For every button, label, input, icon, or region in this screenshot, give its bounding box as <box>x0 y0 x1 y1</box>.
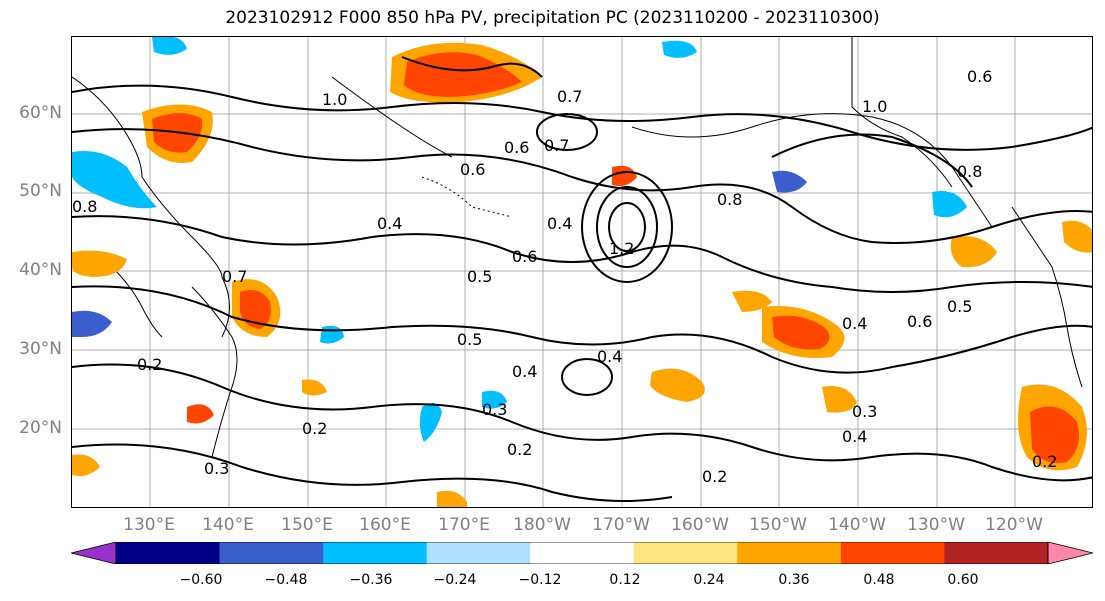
contour-labels: 1.0 0.7 0.6 0.7 0.6 0.4 0.6 1.2 0.8 0.5 … <box>72 67 1057 486</box>
plot-title: 2023102912 F000 850 hPa PV, precipitatio… <box>225 8 880 28</box>
contour-label: 0.4 <box>377 214 402 233</box>
contour-label: 0.3 <box>204 459 229 478</box>
contour-label: 1.0 <box>322 90 347 109</box>
graticule <box>72 37 1092 507</box>
lon-label-130e: 130°E <box>123 515 175 535</box>
lon-label-120w: 120°W <box>985 515 1043 535</box>
colorbar-tick: 0.36 <box>778 572 810 588</box>
colorbar-tick: 0.12 <box>609 572 641 588</box>
contour-label: 0.7 <box>222 267 247 286</box>
map-canvas: 1.0 0.7 0.6 0.7 0.6 0.4 0.6 1.2 0.8 0.5 … <box>72 37 1092 507</box>
contour-label: 0.6 <box>907 312 932 331</box>
contour-label: 0.6 <box>460 160 485 179</box>
colorbar-cell <box>323 542 428 564</box>
lon-label-170w: 170°W <box>592 515 650 535</box>
lon-label-130w: 130°W <box>907 515 965 535</box>
contour-label: 0.2 <box>137 355 162 374</box>
colorbar-cell <box>426 542 531 564</box>
map-panel: 1.0 0.7 0.6 0.7 0.6 0.4 0.6 1.2 0.8 0.5 … <box>71 36 1093 508</box>
colorbar-cell <box>944 542 1049 564</box>
contour-label: 0.2 <box>507 440 532 459</box>
contour-label: 0.4 <box>842 314 867 333</box>
contour-label: 0.7 <box>544 136 569 155</box>
contour-label: 0.4 <box>597 347 622 366</box>
contour-label: 0.8 <box>957 162 982 181</box>
contour-label: 0.4 <box>842 427 867 446</box>
colorbar-tick: 0.48 <box>863 572 895 588</box>
contour-label: 0.5 <box>467 267 492 286</box>
lon-label-140e: 140°E <box>202 515 254 535</box>
lon-label-150w: 150°W <box>749 515 807 535</box>
lon-label-160w: 160°W <box>671 515 729 535</box>
precip-shading <box>72 37 1092 507</box>
contour-label: 0.2 <box>1032 452 1057 471</box>
contour-label: 0.6 <box>512 247 537 266</box>
contour-label: 0.7 <box>557 87 582 106</box>
colorbar-tick: 0.60 <box>947 572 979 588</box>
colorbar-tick: −0.60 <box>179 572 223 588</box>
colorbar-extend-high <box>1048 542 1093 564</box>
colorbar-cell <box>737 542 842 564</box>
contour-label: 0.8 <box>717 190 742 209</box>
contour-label: 0.3 <box>852 402 877 421</box>
contour-label: 0.6 <box>504 138 529 157</box>
lat-label-50n: 50°N <box>19 181 62 201</box>
lon-label-160e: 160°E <box>359 515 411 535</box>
colorbar-cell <box>633 542 738 564</box>
contour-label: 0.5 <box>457 330 482 349</box>
contour-label: 0.2 <box>702 467 727 486</box>
lon-label-170e: 170°E <box>438 515 490 535</box>
contour-label: 0.6 <box>967 67 992 86</box>
colorbar-cell <box>530 542 635 564</box>
colorbar-tick: −0.12 <box>518 572 562 588</box>
contour-label: 0.2 <box>302 419 327 438</box>
lat-label-30n: 30°N <box>19 339 62 359</box>
lat-label-20n: 20°N <box>19 418 62 438</box>
colorbar-cell <box>840 542 945 564</box>
coastlines <box>72 37 1083 458</box>
colorbar-tick: −0.24 <box>433 572 477 588</box>
colorbar <box>71 542 1093 564</box>
contour-label: 0.5 <box>947 297 972 316</box>
colorbar-extend-low <box>71 542 116 564</box>
colorbar-cell <box>116 542 221 564</box>
colorbar-tick: −0.48 <box>264 572 308 588</box>
pv-contours <box>72 56 1092 502</box>
contour-label: 0.4 <box>547 214 572 233</box>
contour-label: 0.8 <box>72 197 97 216</box>
lat-label-60n: 60°N <box>19 103 62 123</box>
contour-label: 0.4 <box>512 362 537 381</box>
lat-label-40n: 40°N <box>19 260 62 280</box>
contour-label: 0.3 <box>482 400 507 419</box>
contour-label: 1.2 <box>609 239 634 258</box>
lon-label-140w: 140°W <box>828 515 886 535</box>
contour-label: 1.0 <box>862 97 887 116</box>
colorbar-tick: 0.24 <box>693 572 725 588</box>
colorbar-tick: −0.36 <box>349 572 393 588</box>
colorbar-cell <box>219 542 324 564</box>
lon-label-150e: 150°E <box>281 515 333 535</box>
lon-label-180w: 180°W <box>513 515 571 535</box>
